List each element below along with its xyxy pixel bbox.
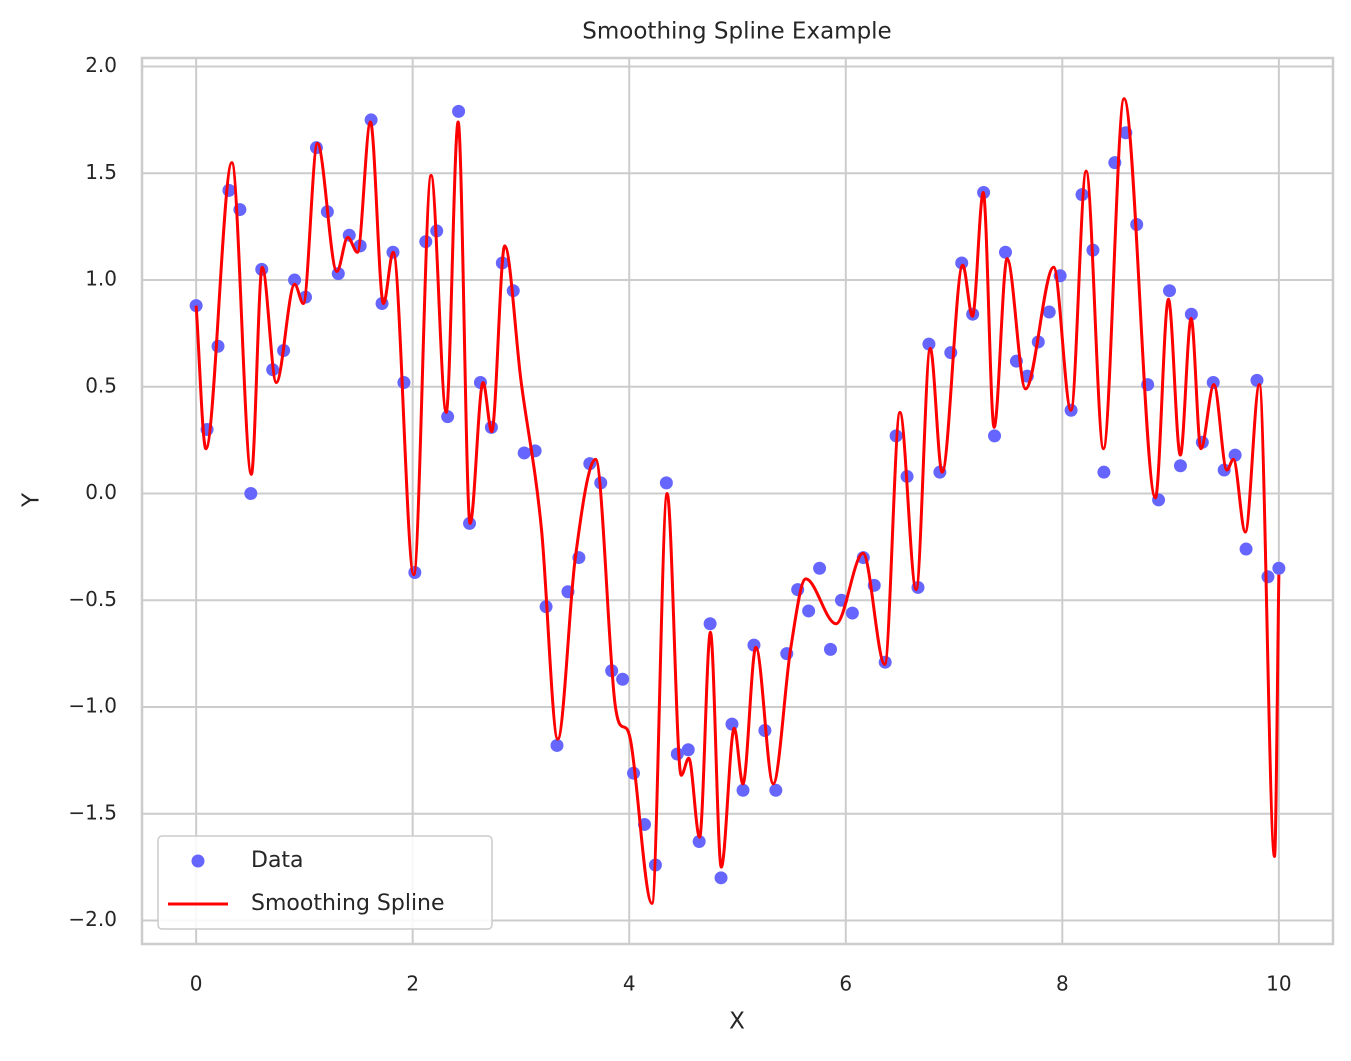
y-tick-label: 0.0 [85,480,117,504]
y-tick-label: −1.0 [68,694,117,718]
y-tick-label: −2.0 [68,907,117,931]
data-point [922,337,936,351]
legend-box [157,835,493,930]
data-point [714,871,728,885]
data-point [703,617,717,631]
data-point [659,476,673,490]
data-point [288,273,302,287]
data-point [441,410,455,424]
x-tick-label: 10 [1266,972,1291,996]
x-tick-label: 6 [839,972,852,996]
x-tick-label: 2 [406,972,419,996]
legend: Data Smoothing Spline [157,835,493,930]
data-point [616,672,630,686]
plot-frame [140,56,1335,946]
data-point [1239,542,1253,556]
data-point [736,783,750,797]
y-tick-label: 1.5 [85,160,117,184]
data-point [725,717,739,731]
y-tick-label: −1.5 [68,800,117,824]
data-point [1272,561,1286,575]
y-tick-label: −0.5 [68,587,117,611]
y-tick-label: 1.0 [85,267,117,291]
x-tick-label: 0 [190,972,203,996]
data-point [1228,448,1242,462]
data-point [824,642,838,656]
y-axis-label: Y [19,492,45,508]
data-point [681,743,695,757]
data-point [550,738,564,752]
data-point [998,245,1012,259]
data-point [517,446,531,460]
data-point [222,183,236,197]
data-point [769,783,783,797]
data-point [1097,465,1111,479]
chart-title: Smoothing Spline Example [582,19,891,45]
data-point [1250,373,1264,387]
x-tick-label: 8 [1056,972,1069,996]
legend-label: Smoothing Spline [251,891,445,916]
data-point [845,606,859,620]
legend-marker [191,854,205,868]
data-point [1206,376,1220,390]
data-point [1173,459,1187,473]
data-point [944,346,958,360]
y-tick-label: 2.0 [85,53,117,77]
data-point [1184,307,1198,321]
data-point [813,561,827,575]
data-point [1217,463,1231,477]
data-point [1261,570,1275,584]
legend-label: Data [251,848,304,873]
data-point [1163,284,1177,298]
x-axis-label: X [729,1009,745,1035]
x-tick-label: 4 [623,972,636,996]
data-point [1042,305,1056,319]
data-point [244,487,258,501]
spline-line [194,97,1281,905]
data-point [988,429,1002,443]
data-point [364,113,378,127]
data-point [452,104,466,118]
data-point [692,835,706,849]
data-point [802,604,816,618]
data-point [670,747,684,761]
data-point [397,376,411,390]
y-tick-label: 0.5 [85,373,117,397]
